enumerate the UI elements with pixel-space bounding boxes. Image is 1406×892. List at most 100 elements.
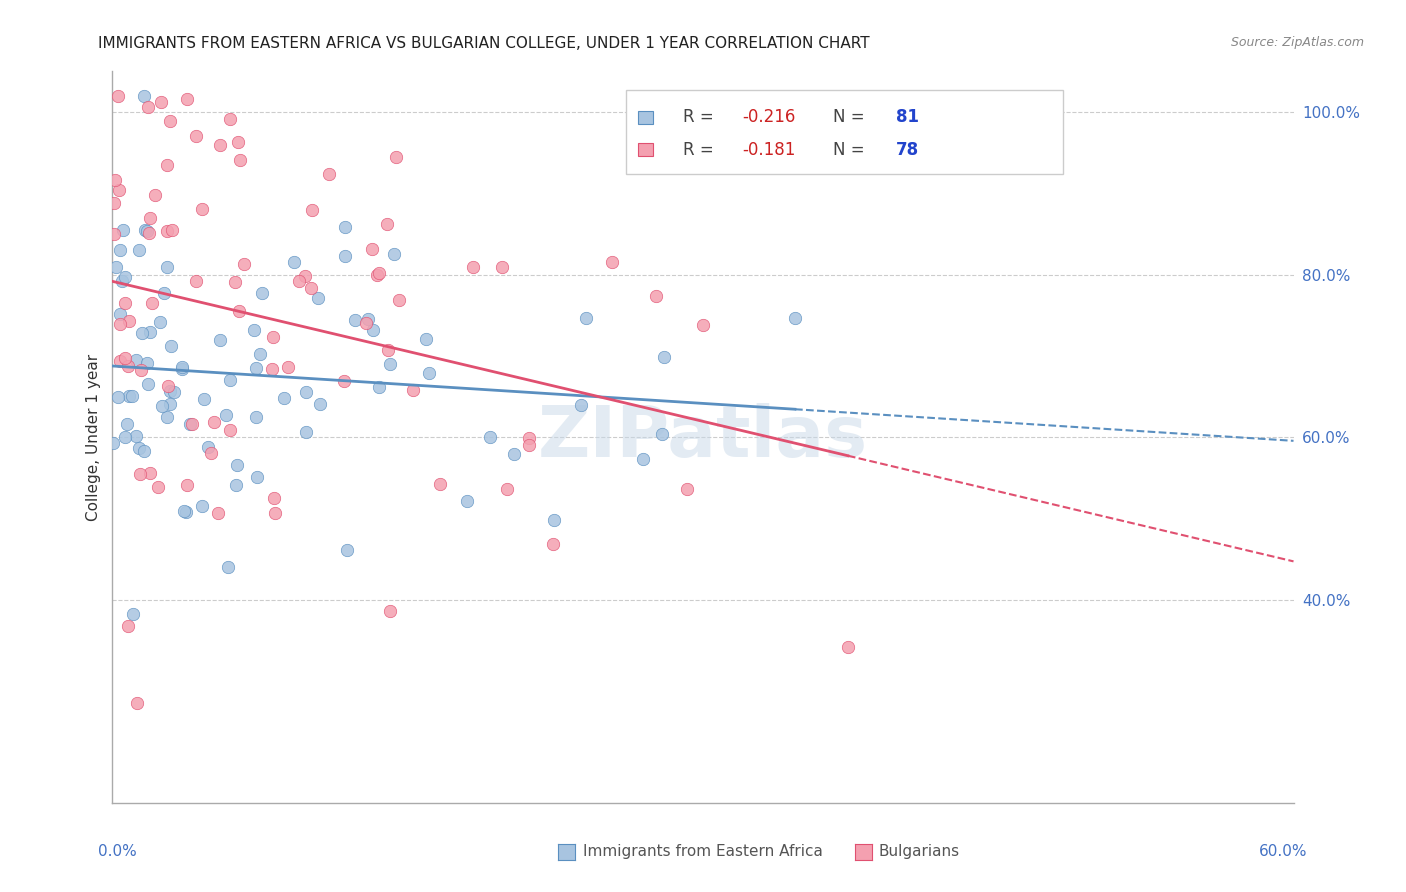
Point	[141, 296, 163, 310]
Point	[103, 227, 125, 242]
Point	[232, 257, 254, 271]
Point	[366, 268, 388, 283]
Point	[184, 274, 207, 288]
Point	[633, 452, 655, 467]
Point	[676, 482, 699, 496]
Point	[117, 619, 139, 633]
Point	[245, 410, 267, 425]
Point	[245, 361, 267, 376]
Point	[136, 224, 159, 238]
Point	[128, 243, 150, 257]
Point	[415, 332, 437, 346]
Point	[159, 384, 181, 398]
Point	[356, 312, 378, 326]
Point	[103, 195, 125, 210]
Point	[333, 375, 356, 389]
Point	[118, 389, 141, 403]
Point	[117, 359, 139, 373]
Point	[333, 220, 356, 235]
Text: -0.181: -0.181	[742, 141, 796, 159]
Point	[172, 360, 194, 375]
Point	[184, 129, 207, 144]
Point	[226, 458, 249, 473]
Point	[138, 100, 160, 114]
Point	[218, 373, 240, 387]
Point	[361, 323, 384, 337]
Point	[125, 429, 148, 443]
Point	[429, 476, 451, 491]
Point	[163, 384, 186, 399]
Point	[209, 334, 232, 348]
Point	[336, 542, 359, 557]
Text: Source: ZipAtlas.com: Source: ZipAtlas.com	[1230, 36, 1364, 49]
Point	[575, 310, 598, 325]
Text: Immigrants from Eastern Africa: Immigrants from Eastern Africa	[583, 845, 824, 859]
Point	[225, 478, 247, 492]
Point	[517, 438, 540, 452]
Point	[112, 222, 135, 236]
Point	[121, 389, 143, 403]
Text: ZIPatlas: ZIPatlas	[538, 402, 868, 472]
Point	[491, 260, 513, 275]
Point	[111, 274, 134, 288]
Point	[139, 211, 162, 225]
Text: 81: 81	[896, 109, 918, 127]
Point	[246, 470, 269, 484]
Point	[250, 285, 273, 300]
Point	[193, 392, 215, 406]
Point	[156, 158, 179, 172]
Point	[228, 303, 250, 318]
Point	[243, 323, 266, 337]
Point	[600, 255, 623, 269]
Point	[294, 425, 316, 439]
Point	[131, 363, 153, 377]
Point	[543, 537, 565, 551]
Point	[110, 317, 132, 331]
Point	[218, 112, 240, 127]
Point	[103, 435, 125, 450]
Point	[125, 696, 148, 710]
Point	[308, 396, 330, 410]
Point	[461, 260, 484, 274]
Point	[159, 114, 181, 128]
Point	[114, 270, 136, 285]
Point	[190, 499, 212, 513]
Text: R =: R =	[683, 109, 718, 127]
Point	[218, 423, 240, 437]
Point	[288, 274, 311, 288]
Text: 78: 78	[896, 141, 918, 159]
Point	[294, 268, 316, 283]
Point	[107, 390, 129, 404]
Point	[139, 325, 162, 339]
Point	[108, 243, 131, 257]
Point	[157, 379, 180, 393]
Text: 0.0%: 0.0%	[98, 845, 138, 859]
Point	[215, 408, 238, 422]
Point	[117, 314, 139, 328]
Point	[208, 137, 231, 152]
Point	[139, 467, 162, 481]
Point	[114, 351, 136, 365]
Text: Bulgarians: Bulgarians	[879, 845, 960, 859]
Point	[159, 397, 181, 411]
Point	[114, 430, 136, 444]
Point	[143, 188, 166, 202]
Point	[262, 329, 284, 343]
Point	[134, 222, 156, 236]
Y-axis label: College, Under 1 year: College, Under 1 year	[86, 353, 101, 521]
Point	[496, 482, 519, 496]
Point	[224, 275, 246, 289]
Point	[136, 376, 159, 391]
Point	[367, 380, 389, 394]
Point	[385, 150, 408, 164]
FancyBboxPatch shape	[626, 90, 1063, 174]
Point	[107, 88, 129, 103]
Point	[249, 347, 271, 361]
Text: N =: N =	[832, 141, 870, 159]
Point	[418, 366, 440, 380]
Point	[343, 313, 366, 327]
Point	[160, 339, 183, 353]
Point	[160, 223, 183, 237]
Point	[652, 350, 675, 364]
Point	[114, 295, 136, 310]
